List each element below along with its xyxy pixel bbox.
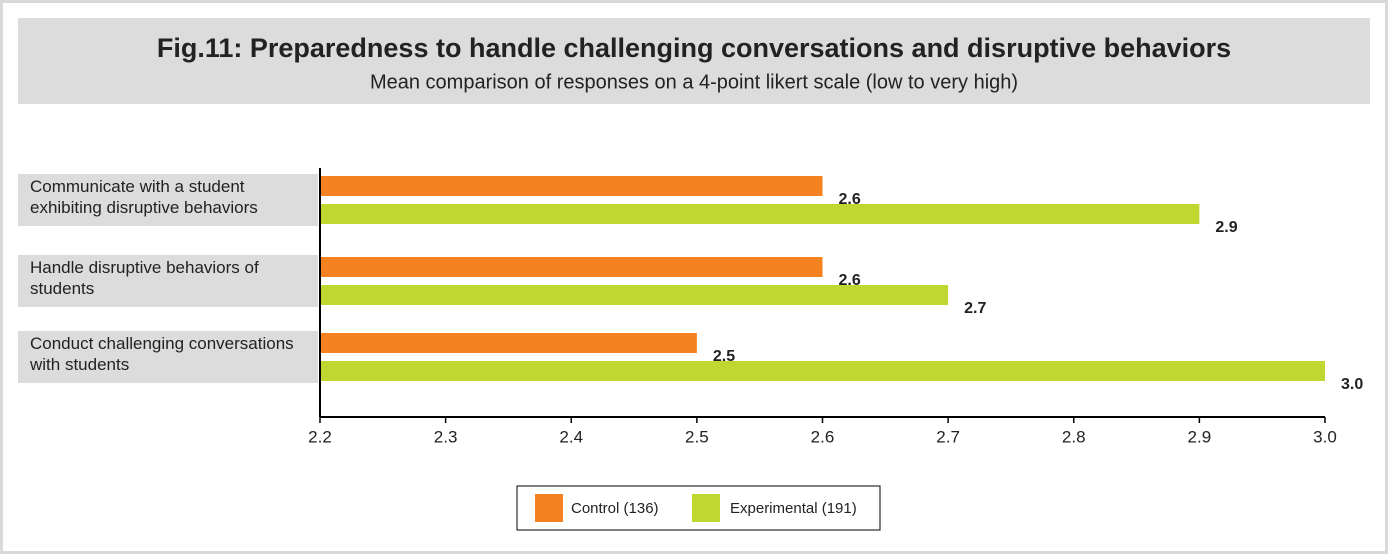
value-label: 2.6	[839, 272, 861, 289]
value-label: 3.0	[1341, 376, 1363, 393]
category-label: Communicate with a student exhibiting di…	[30, 177, 258, 217]
category-label: Handle disruptive behaviors of students	[30, 258, 259, 298]
category-band	[18, 331, 318, 383]
x-tick-label: 3.0	[1313, 427, 1337, 446]
legend-swatch	[692, 494, 720, 522]
bar	[320, 285, 949, 305]
bar	[320, 176, 823, 196]
chart-title: Fig.11: Preparedness to handle challengi…	[157, 33, 1231, 63]
header-box	[18, 18, 1370, 104]
x-tick-label: 2.9	[1188, 427, 1212, 446]
bar	[320, 204, 1200, 224]
x-tick-label: 2.3	[434, 427, 458, 446]
category-label-box: Conduct challenging conversations with s…	[30, 334, 294, 374]
legend-label: Control (136)	[571, 500, 659, 517]
x-tick-label: 2.5	[685, 427, 709, 446]
category-band	[18, 255, 318, 307]
category-band	[18, 174, 318, 226]
x-tick-label: 2.6	[811, 427, 835, 446]
category-label: Conduct challenging conversations with s…	[30, 334, 294, 374]
value-label: 2.5	[713, 348, 735, 365]
bar	[320, 361, 1325, 381]
category-label-box: Communicate with a student exhibiting di…	[30, 177, 258, 217]
chart-subtitle: Mean comparison of responses on a 4-poin…	[370, 71, 1018, 93]
x-tick-label: 2.2	[308, 427, 332, 446]
x-tick-label: 2.7	[936, 427, 960, 446]
value-label: 2.6	[839, 191, 861, 208]
bar	[320, 257, 823, 277]
value-label: 2.9	[1215, 219, 1237, 236]
legend-swatch	[535, 494, 563, 522]
value-label: 2.7	[964, 300, 986, 317]
bar	[320, 333, 697, 353]
legend-label: Experimental (191)	[730, 500, 857, 517]
x-tick-label: 2.4	[559, 427, 583, 446]
x-tick-label: 2.8	[1062, 427, 1086, 446]
category-label-box: Handle disruptive behaviors of students	[30, 258, 259, 298]
